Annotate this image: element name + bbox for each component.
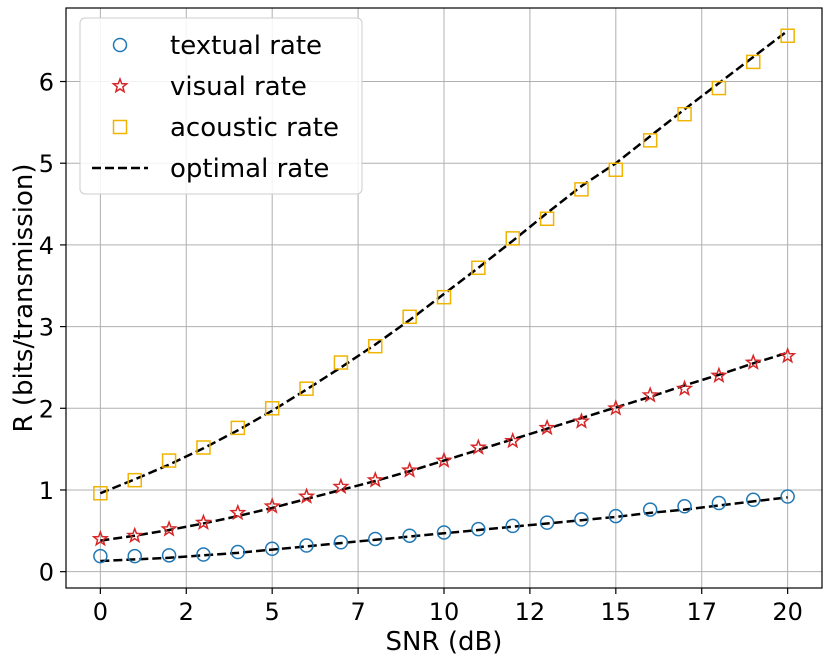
x-tick-label: 5 (265, 598, 280, 626)
x-tick-label: 0 (93, 598, 108, 626)
legend-label: acoustic rate (170, 113, 339, 143)
legend-box (79, 17, 363, 195)
grid (66, 8, 822, 588)
acoustic-rate-point (93, 485, 108, 501)
x-tick-label: 12 (515, 598, 546, 626)
acoustic-rate-point (127, 472, 142, 488)
x-tick-label: 17 (686, 598, 717, 626)
visual-rate-point (744, 353, 762, 370)
textual-rate-point (333, 535, 349, 550)
textual-rate-point (230, 544, 246, 560)
visual-rate-point (332, 477, 350, 495)
visual-rate-point (572, 412, 591, 429)
optimal-rate-line (100, 351, 789, 542)
visual-rate-point (160, 520, 178, 537)
optimal-rate-line (100, 496, 788, 563)
textual-rate-point (642, 502, 658, 517)
visual-rate-point (400, 461, 419, 478)
y-tick-label: 1 (39, 477, 54, 505)
x-axis-label: SNR (dB) (386, 627, 503, 657)
data-markers (91, 28, 797, 564)
legend-marker (112, 37, 128, 53)
visual-rate-point (778, 346, 797, 364)
acoustic-rate-point (230, 420, 246, 436)
visual-rate-point (538, 418, 556, 436)
y-axis-ticks: 0 1 2 3 4 5 6 (39, 69, 66, 587)
textual-rate-point (711, 495, 727, 511)
y-tick-label: 0 (39, 559, 54, 587)
acoustic-rate-point (299, 381, 314, 396)
textual-rate-point (608, 508, 624, 524)
acoustic-rate-point (333, 355, 349, 370)
acoustic-rate-point (161, 453, 177, 468)
x-tick-label: 10 (429, 598, 460, 626)
acoustic-rate-point (574, 182, 589, 197)
visual-rate-point (435, 451, 453, 468)
optimal-rate-line (99, 29, 789, 495)
visual-rate-point (126, 526, 144, 544)
acoustic-rate-point (196, 440, 211, 455)
y-tick-label: 5 (39, 150, 54, 178)
x-tick-label: 2 (179, 598, 194, 626)
y-tick-label: 6 (39, 69, 54, 97)
visual-rate-point (263, 497, 281, 514)
y-tick-label: 4 (39, 232, 54, 260)
acoustic-rate-point (264, 401, 280, 416)
textual-rate-point (505, 518, 520, 534)
textual-rate-point (436, 525, 452, 540)
visual-rate-point (366, 471, 384, 488)
textual-rate-point (196, 547, 211, 562)
textual-rate-point (93, 548, 108, 564)
legend-label: textual rate (170, 31, 322, 61)
legend: textual rate visual rate acoustic rate opti… (79, 17, 363, 195)
textual-rate-point (539, 515, 555, 530)
acoustic-rate-point (608, 162, 624, 177)
y-tick-label: 2 (39, 395, 54, 423)
textual-rate-point (402, 528, 417, 543)
visual-rate-point (297, 487, 316, 504)
y-axis-label: R (bits/transmission) (9, 164, 39, 433)
legend-marker (112, 119, 128, 135)
legend-label: visual rate (170, 72, 307, 102)
visual-rate-point (469, 438, 488, 455)
acoustic-rate-point (711, 80, 727, 96)
acoustic-rate-point (780, 28, 795, 44)
textual-rate-point (471, 521, 486, 537)
visual-rate-point (229, 503, 247, 521)
acoustic-rate-point (677, 106, 692, 122)
textual-rate-point (127, 548, 142, 564)
y-tick-label: 3 (39, 314, 54, 342)
acoustic-rate-point (471, 260, 486, 276)
x-tick-label: 20 (772, 598, 803, 626)
textual-rate-point (161, 548, 177, 563)
legend-marker (111, 76, 129, 94)
textual-rate-point (299, 538, 314, 553)
acoustic-rate-point (368, 338, 383, 354)
textual-rate-point (264, 541, 280, 557)
x-tick-label: 15 (601, 598, 632, 626)
textual-rate-point (780, 489, 795, 504)
visual-rate-point (710, 366, 728, 383)
visual-rate-point (641, 386, 659, 403)
textual-rate-point (368, 531, 383, 547)
acoustic-rate-point (505, 231, 520, 246)
legend-label: optimal rate (170, 154, 329, 184)
visual-rate-point (91, 529, 110, 547)
x-axis-ticks: 0 2 5 7 10 12 15 17 20 (93, 588, 803, 626)
acoustic-rate-point (642, 133, 658, 148)
visual-rate-point (504, 431, 522, 449)
acoustic-rate-point (402, 309, 417, 325)
visual-rate-point (194, 513, 213, 531)
acoustic-rate-point (539, 211, 555, 227)
textual-rate-point (574, 512, 589, 527)
textual-rate-point (746, 492, 761, 508)
optimal-rate-curves (99, 29, 789, 563)
textual-rate-point (677, 499, 692, 514)
acoustic-rate-point (436, 289, 452, 305)
acoustic-rate-point (746, 54, 761, 70)
visual-rate-point (607, 399, 625, 416)
visual-rate-point (675, 379, 694, 397)
x-tick-label: 7 (350, 598, 365, 626)
